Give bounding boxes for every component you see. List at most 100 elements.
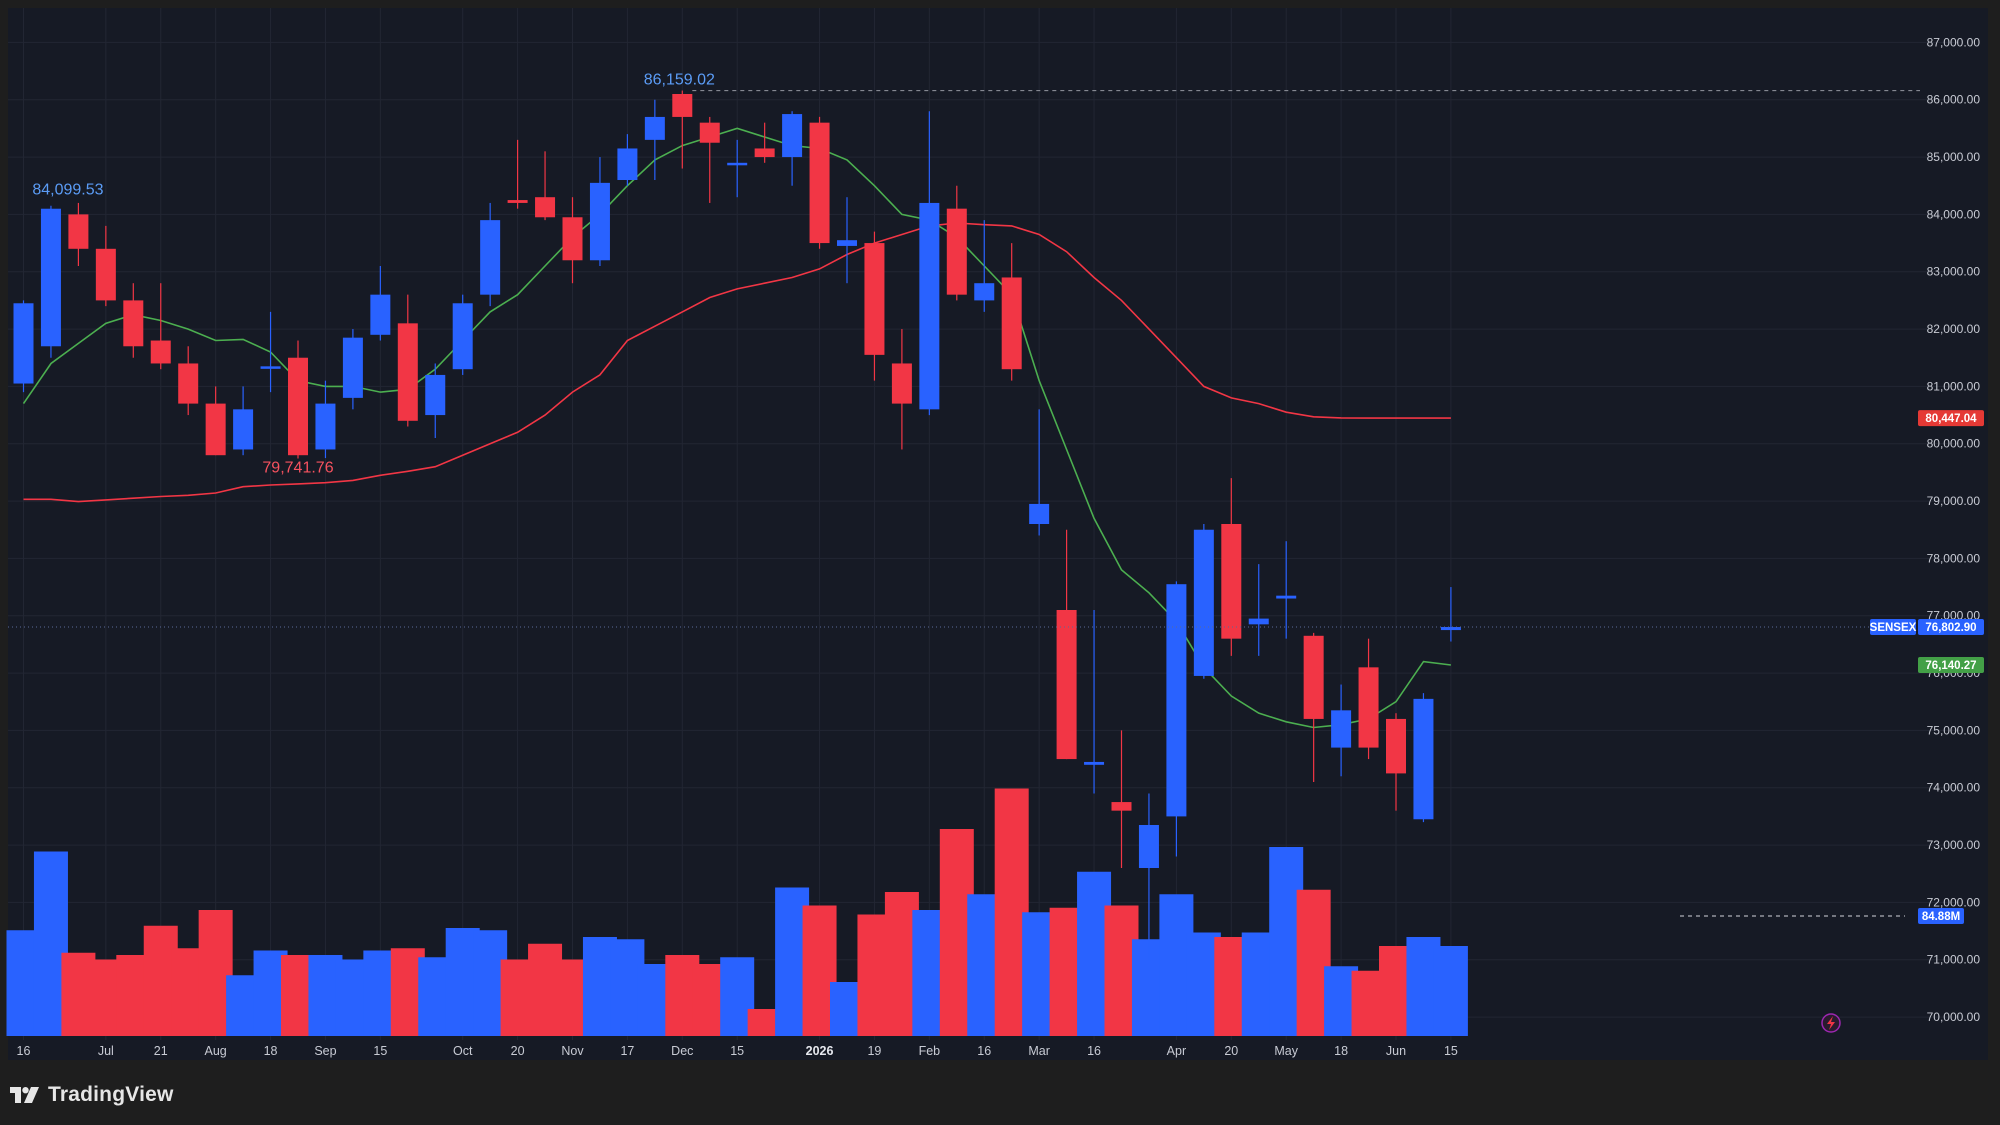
volume-badge: 84.88M (1918, 908, 1964, 924)
footer-brand[interactable]: TradingView (10, 1080, 174, 1110)
y-axis-tick-label: 72,000.00 (1927, 895, 1981, 909)
candle-body (946, 208, 967, 295)
candle-body (150, 340, 171, 364)
volume-bar (1433, 946, 1468, 1036)
fast-ma-badge-text: 76,140.27 (1925, 660, 1976, 672)
candles (13, 90, 1461, 960)
candle-body (1248, 618, 1269, 625)
candle-body (864, 243, 885, 355)
candle-body (370, 294, 391, 335)
candle-body (535, 197, 556, 218)
slow-ma-badge-text: 80,447.04 (1925, 413, 1977, 425)
x-axis-tick-label: Mar (1028, 1044, 1050, 1058)
y-axis-tick-label: 85,000.00 (1927, 150, 1981, 164)
volume-badge-text: 84.88M (1922, 911, 1960, 923)
y-axis-tick-label: 81,000.00 (1927, 379, 1981, 393)
y-axis-tick-label: 75,000.00 (1927, 723, 1981, 737)
x-axis-tick-label: Aug (205, 1044, 227, 1058)
slow-ma-badge: 80,447.04 (1918, 410, 1984, 427)
candle-body (562, 217, 583, 261)
x-axis-tick-label: 16 (1087, 1044, 1101, 1058)
x-axis-tick-label: 16 (17, 1044, 31, 1058)
y-axis-tick-label: 86,000.00 (1927, 93, 1981, 107)
candle-body (1386, 718, 1406, 774)
candle-body (178, 363, 199, 404)
candle-body (68, 214, 89, 249)
y-axis-tick-label: 79,000.00 (1927, 494, 1981, 508)
candle-body (480, 220, 501, 295)
x-axis-tick-label: 15 (373, 1044, 387, 1058)
x-axis-tick-label: 20 (1224, 1044, 1238, 1058)
x-axis-tick-label: Jul (98, 1044, 114, 1058)
candle-body (837, 240, 857, 246)
slow-ma-badge-box (1918, 410, 1984, 427)
candle-body (727, 162, 748, 166)
candle-body (123, 300, 144, 347)
time-axis[interactable]: 16 Jul 21 Aug 18 Sep 15 Oct 20 Nov 17 Dec 15 2026 19 Fe… (17, 1044, 1458, 1058)
fast-ma-badge-box (1918, 657, 1984, 674)
candle-body (1440, 627, 1461, 631)
y-axis-tick-label: 71,000.00 (1927, 953, 1981, 967)
candle-body (13, 303, 34, 384)
slow-moving-average-line (23, 222, 1451, 503)
x-axis-tick-label: Nov (561, 1044, 584, 1058)
lightning-icon[interactable] (1821, 1013, 1841, 1033)
y-axis-tick-label: 82,000.00 (1927, 322, 1981, 336)
candle-body (1001, 277, 1022, 370)
symbol-badge-box (1870, 619, 1916, 636)
candle-body (644, 116, 665, 140)
x-axis-tick-label: May (1274, 1044, 1298, 1058)
candle-body (452, 303, 473, 370)
last-price-badge-text: 76,802.90 (1925, 622, 1976, 634)
candle-body (782, 114, 803, 158)
x-axis-tick-label: 18 (1334, 1044, 1348, 1058)
candle-body (95, 248, 116, 301)
symbol-badge: SENSEX (1870, 619, 1917, 636)
candle-body (699, 122, 720, 143)
candle-body (1303, 635, 1324, 719)
candle-body (1166, 584, 1187, 817)
price-badges: 80,447.04 SENSEX 76,802.90 76,140.27 84.88M (1870, 410, 1984, 924)
low-annotation-label: 79,741.76 (262, 460, 333, 477)
candle-body (260, 366, 281, 369)
y-axis-tick-label: 70,000.00 (1927, 1010, 1981, 1024)
candle-body (233, 409, 254, 450)
x-axis-tick-label: 18 (264, 1044, 278, 1058)
last-price-badge: 76,802.90 (1918, 619, 1984, 636)
candle-body (1193, 529, 1214, 676)
y-axis-tick-label: 74,000.00 (1927, 781, 1981, 795)
candle-body (1358, 667, 1379, 748)
brand-name: TradingView (48, 1083, 174, 1106)
moving-averages (22, 127, 1451, 729)
candle-body (672, 94, 693, 117)
x-axis-tick-label: 16 (977, 1044, 991, 1058)
candle-body (589, 182, 610, 261)
candle-body (1331, 710, 1352, 748)
x-axis-tick-label: Oct (453, 1044, 473, 1058)
candle-body (1056, 610, 1077, 760)
tradingview-logo-icon (10, 1087, 39, 1103)
y-axis-tick-label: 87,000.00 (1927, 35, 1981, 49)
candle-body (809, 122, 830, 244)
candle-body (1029, 503, 1050, 524)
candle-body (342, 337, 363, 398)
candle-body (1138, 825, 1159, 868)
candle-body (425, 374, 446, 416)
candle-body (1413, 698, 1434, 820)
candle-body (919, 202, 940, 410)
grid-lines (8, 8, 1960, 1040)
x-axis-tick-label: 21 (154, 1044, 168, 1058)
last-price-badge-box (1918, 619, 1984, 636)
symbol-badge-text: SENSEX (1870, 622, 1917, 634)
x-axis-tick-label: 17 (620, 1044, 634, 1058)
candle-body (754, 148, 775, 158)
price-chart[interactable]: 84,099.53 86,159.02 79,741.76 70,000.00 71,… (0, 0, 2000, 1070)
price-axis[interactable]: 70,000.00 71,000.00 72,000.00 73,000.00 74,0… (1927, 35, 1981, 1024)
fast-moving-average-line (22, 127, 1451, 729)
x-axis-tick-label: Dec (671, 1044, 693, 1058)
candle-body (315, 403, 336, 450)
candle-body (891, 363, 912, 404)
candle-body (397, 323, 418, 421)
candle-body (974, 283, 995, 301)
